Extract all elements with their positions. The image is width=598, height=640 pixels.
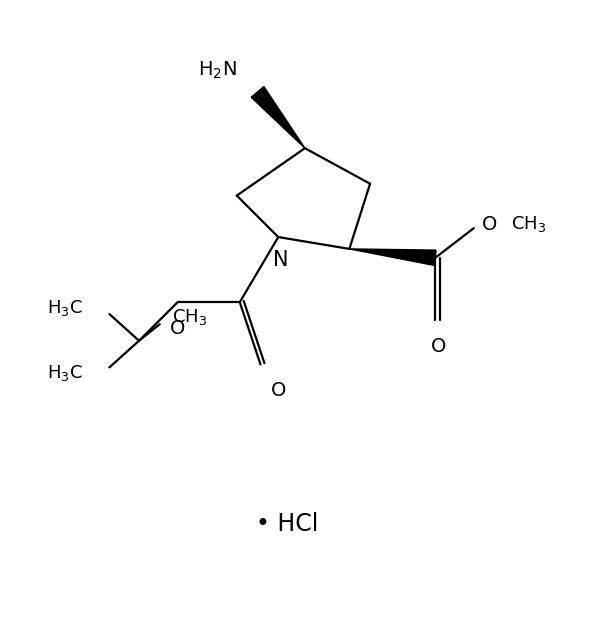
Text: H$_3$C: H$_3$C <box>47 364 83 383</box>
Polygon shape <box>251 86 305 148</box>
Text: O: O <box>431 337 446 356</box>
Text: CH$_3$: CH$_3$ <box>511 214 546 234</box>
Text: O: O <box>270 381 286 400</box>
Text: • HCl: • HCl <box>256 513 318 536</box>
Text: O: O <box>170 319 185 338</box>
Text: H$_2$N: H$_2$N <box>198 60 237 81</box>
Text: N: N <box>273 250 289 270</box>
Polygon shape <box>349 249 436 266</box>
Text: CH$_3$: CH$_3$ <box>172 307 207 327</box>
Text: H$_3$C: H$_3$C <box>47 298 83 318</box>
Text: O: O <box>481 214 497 234</box>
